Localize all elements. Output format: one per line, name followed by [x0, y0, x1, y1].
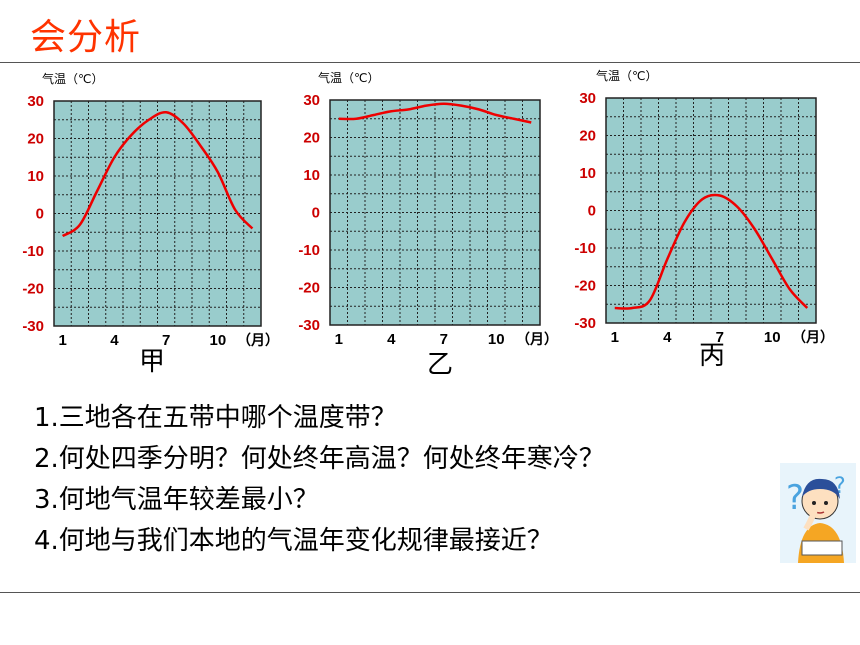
- y-tick-label: 0: [36, 206, 44, 223]
- y-tick-label: -20: [574, 278, 596, 295]
- y-tick-label: -20: [22, 281, 44, 298]
- y-tick-label: 20: [579, 128, 596, 145]
- y-tick-label: -10: [574, 240, 596, 257]
- x-tick-label: 7: [440, 331, 448, 348]
- place-name-label: 乙: [427, 350, 453, 380]
- chart-3: 30 20 10 0 -10 -20 -30 气温（℃） 1 4 7 10 （月） 丙: [574, 68, 834, 371]
- question-1: 1.三地各在五带中哪个温度带？: [34, 403, 397, 433]
- y-tick-label: -20: [298, 280, 320, 297]
- chart-1: 30 20 10 0 -10 -20 -30 气温（℃） 1 4 7 10 （月） 甲: [22, 71, 279, 377]
- y-tick-label: -30: [22, 318, 44, 335]
- bottom-divider: [0, 592, 860, 593]
- temperature-line: [614, 193, 809, 310]
- x-tick-label: 10: [764, 329, 781, 346]
- y-tick-label: 0: [312, 205, 320, 222]
- x-tick-label: 4: [110, 332, 119, 349]
- y-axis-label: 气温（℃）: [42, 71, 103, 86]
- x-tick-label: 4: [387, 331, 396, 348]
- y-axis-label: 气温（℃）: [596, 68, 657, 83]
- plot-frame: [329, 99, 541, 326]
- y-tick-label: 10: [303, 167, 320, 184]
- y-tick-label: -10: [22, 243, 44, 260]
- x-unit-label: （月）: [516, 332, 558, 348]
- x-unit-label: （月）: [792, 330, 834, 346]
- slide-title: 会分析: [30, 17, 142, 58]
- chart-2: 30 20 10 0 -10 -20 -30 气温（℃） 1 4 7 10 （月） 乙: [298, 70, 558, 380]
- y-tick-label: 0: [588, 203, 596, 220]
- y-tick-label: 20: [303, 130, 320, 147]
- x-unit-label: （月）: [237, 333, 279, 349]
- x-tick-label: 7: [716, 329, 724, 346]
- y-tick-label: -30: [298, 317, 320, 334]
- y-tick-label: 30: [27, 93, 44, 110]
- question-4: 4.何地与我们本地的气温年变化规律最接近？: [34, 526, 553, 556]
- plot-frame: [53, 100, 262, 327]
- y-tick-label: -30: [574, 315, 596, 332]
- place-name-label: 丙: [699, 341, 725, 371]
- student-thinking-icon: ? ?: [780, 463, 856, 563]
- x-tick-label: 7: [162, 332, 170, 349]
- y-tick-label: 30: [579, 90, 596, 107]
- y-tick-label: 10: [579, 165, 596, 182]
- x-tick-label: 4: [663, 329, 672, 346]
- svg-text:?: ?: [834, 474, 846, 499]
- y-tick-label: 10: [27, 168, 44, 185]
- svg-text:?: ?: [786, 478, 804, 518]
- place-name-label: 甲: [139, 347, 165, 377]
- top-divider: [0, 62, 860, 63]
- y-axis-label: 气温（℃）: [318, 70, 379, 85]
- y-tick-label: 20: [27, 131, 44, 148]
- x-tick-label: 10: [210, 332, 227, 349]
- y-tick-label: -10: [298, 242, 320, 259]
- question-3: 3.何地气温年较差最小？: [34, 485, 319, 515]
- x-tick-label: 1: [335, 331, 343, 348]
- temperature-line: [338, 102, 532, 124]
- question-2: 2.何处四季分明？何处终年高温？何处终年寒冷？: [34, 444, 605, 474]
- plot-frame: [605, 97, 817, 324]
- x-tick-label: 1: [611, 329, 619, 346]
- y-tick-label: 30: [303, 92, 320, 109]
- x-tick-label: 1: [58, 332, 66, 349]
- x-tick-label: 10: [488, 331, 505, 348]
- temperature-line: [61, 110, 254, 238]
